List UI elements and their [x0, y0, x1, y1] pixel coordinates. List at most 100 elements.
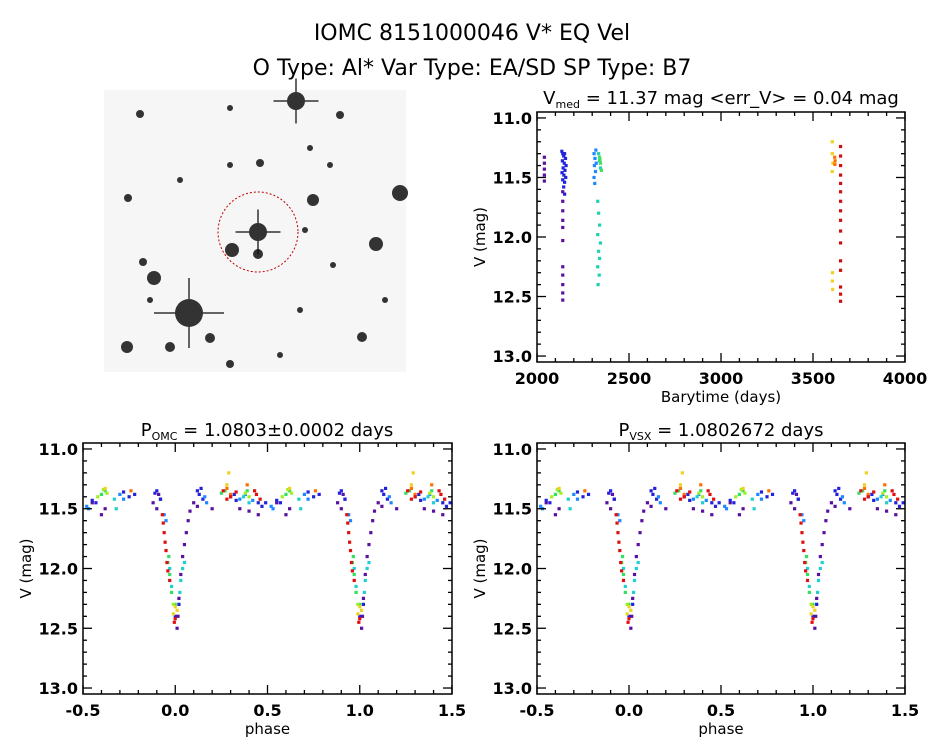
- data-point: [389, 501, 393, 505]
- data-point: [118, 492, 122, 496]
- data-point: [632, 590, 636, 595]
- star: [227, 162, 233, 168]
- data-point: [179, 572, 183, 577]
- star: [302, 227, 308, 233]
- data-point: [542, 161, 546, 165]
- data-point: [830, 140, 834, 144]
- data-point: [833, 159, 837, 163]
- data-point: [419, 498, 423, 502]
- data-point: [597, 152, 601, 156]
- data-point: [232, 492, 236, 496]
- data-point: [176, 614, 180, 618]
- data-point: [881, 491, 885, 495]
- data-point: [561, 178, 565, 182]
- data-point: [688, 490, 692, 494]
- data-point: [629, 608, 633, 612]
- data-point: [341, 492, 345, 496]
- y-tick-label: 11.0: [493, 109, 532, 128]
- data-point: [688, 498, 692, 502]
- data-point: [431, 509, 436, 513]
- data-point: [739, 488, 743, 492]
- x-tick-label: 0.5: [253, 701, 281, 720]
- data-point: [699, 483, 703, 487]
- data-point: [178, 590, 182, 595]
- data-point: [247, 501, 251, 505]
- data-point: [431, 495, 436, 499]
- data-point: [175, 626, 179, 630]
- data-point: [243, 491, 247, 495]
- data-point: [288, 486, 292, 491]
- data-point: [888, 498, 892, 502]
- data-point: [620, 569, 624, 573]
- data-point: [592, 175, 596, 180]
- data-point: [713, 504, 718, 508]
- data-point: [163, 540, 167, 544]
- data-point: [186, 519, 190, 523]
- data-point: [369, 531, 373, 535]
- data-point: [162, 513, 166, 517]
- data-point: [839, 209, 843, 213]
- x-tick-label: -0.5: [66, 701, 101, 720]
- y-tick-label: 12.0: [39, 560, 78, 579]
- data-point: [167, 554, 171, 559]
- data-point: [347, 531, 351, 535]
- data-point: [288, 507, 292, 511]
- data-point: [166, 569, 170, 573]
- x-tick-label: 3000: [699, 369, 744, 388]
- data-point: [306, 497, 310, 501]
- data-point: [419, 490, 423, 494]
- data-point: [609, 489, 613, 493]
- data-point: [815, 602, 819, 606]
- data-point: [831, 287, 835, 291]
- data-point: [173, 617, 177, 621]
- data-point: [642, 509, 646, 513]
- data-point: [840, 495, 845, 499]
- star: [307, 145, 313, 151]
- data-point: [839, 218, 843, 222]
- data-point: [816, 578, 821, 583]
- data-point: [422, 497, 426, 501]
- data-point: [234, 498, 238, 502]
- data-point: [802, 519, 806, 523]
- data-point: [831, 161, 835, 165]
- data-point: [837, 486, 841, 491]
- data-point: [271, 507, 275, 511]
- data-point: [225, 486, 229, 491]
- data-point: [354, 584, 358, 589]
- data-point: [699, 489, 703, 493]
- star: [277, 352, 283, 358]
- data-point: [562, 185, 566, 189]
- data-point: [833, 155, 837, 159]
- data-point: [612, 497, 616, 501]
- data-point: [561, 218, 565, 222]
- data-point: [879, 495, 883, 499]
- data-point: [818, 554, 822, 559]
- star: [327, 162, 333, 168]
- data-point: [177, 602, 181, 606]
- data-point: [616, 531, 620, 535]
- data-point: [598, 161, 603, 165]
- data-point: [839, 190, 843, 194]
- star: [392, 185, 408, 201]
- data-point: [158, 497, 163, 501]
- data-point: [656, 495, 661, 499]
- data-point: [686, 492, 690, 496]
- data-point: [164, 548, 168, 553]
- data-point: [289, 491, 294, 495]
- data-point: [658, 501, 662, 505]
- data-point: [182, 560, 187, 565]
- data-point: [181, 554, 185, 559]
- data-point: [229, 495, 233, 499]
- data-point: [839, 285, 843, 289]
- data-point: [638, 531, 642, 535]
- data-point: [428, 491, 432, 495]
- data-point: [805, 578, 810, 583]
- data-point: [352, 572, 356, 577]
- data-point: [728, 498, 732, 502]
- data-point: [351, 554, 355, 559]
- data-point: [789, 501, 793, 505]
- data-point: [317, 492, 321, 496]
- data-point: [737, 492, 741, 496]
- data-point: [631, 596, 635, 600]
- data-point: [894, 513, 898, 517]
